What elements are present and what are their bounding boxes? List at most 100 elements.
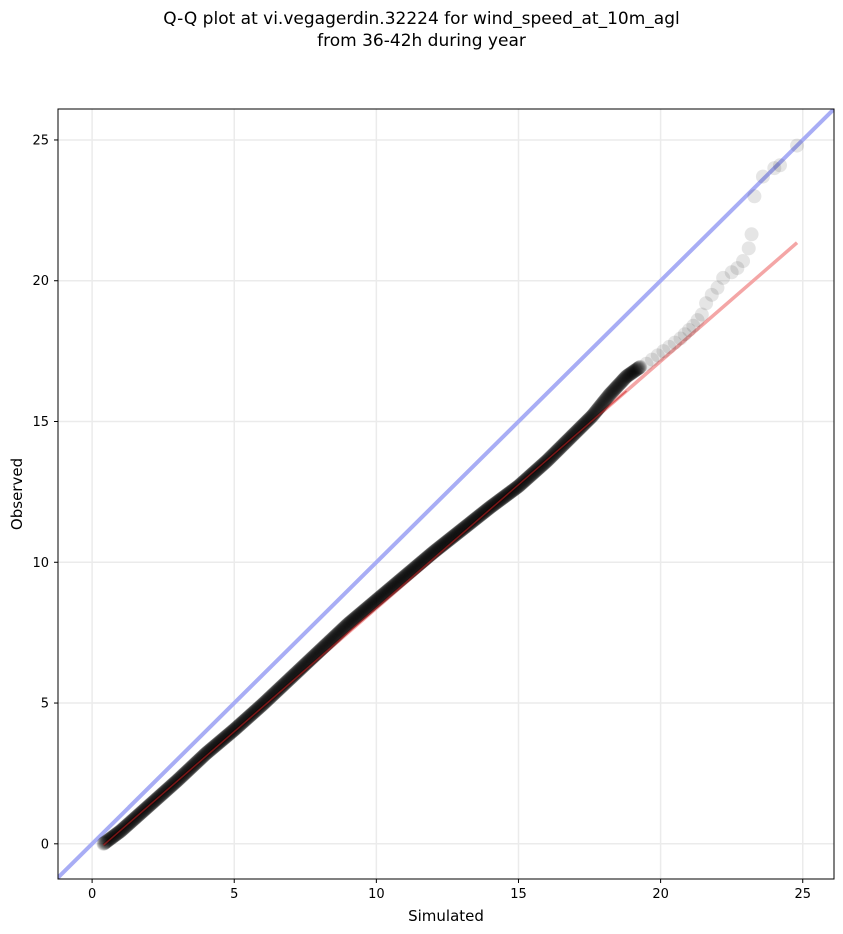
data-point: [266, 687, 281, 702]
data-point: [379, 584, 394, 599]
data-point: [186, 757, 201, 772]
data-point: [356, 604, 371, 619]
data-point: [347, 612, 362, 627]
data-point: [255, 697, 270, 712]
data-point: [563, 430, 578, 445]
data-point: [214, 733, 229, 748]
y-tick-label: 25: [32, 133, 49, 148]
data-point: [195, 750, 210, 765]
data-point: [267, 685, 282, 700]
data-point: [186, 758, 201, 773]
data-point: [617, 372, 632, 387]
data-point: [297, 658, 312, 673]
data-point: [380, 583, 395, 598]
data-point: [699, 296, 714, 311]
data-point: [364, 597, 379, 612]
data-point: [448, 527, 463, 542]
data-point: [480, 502, 495, 517]
data-point: [237, 713, 252, 728]
data-point: [330, 627, 345, 642]
data-point: [614, 375, 629, 390]
data-point: [581, 412, 596, 427]
data-point: [560, 433, 575, 448]
data-point: [234, 716, 249, 731]
data-point: [379, 584, 394, 599]
data-point: [464, 515, 479, 530]
data-point: [218, 730, 233, 745]
data-point: [667, 335, 682, 350]
data-point: [249, 703, 264, 718]
data-point: [98, 835, 113, 850]
data-point: [350, 609, 365, 624]
data-point: [281, 673, 296, 688]
data-point: [457, 521, 472, 536]
data-point: [599, 391, 614, 406]
data-point: [241, 710, 256, 725]
data-point: [360, 600, 375, 615]
data-point: [567, 426, 582, 441]
data-point: [569, 424, 584, 439]
data-point: [578, 415, 593, 430]
data-point: [263, 690, 278, 705]
data-point: [606, 383, 621, 398]
data-point: [229, 720, 244, 735]
data-point: [296, 659, 311, 674]
data-point: [240, 711, 255, 726]
data-point: [609, 380, 624, 395]
data-point: [269, 684, 284, 699]
data-point: [639, 356, 654, 371]
data-point: [469, 511, 484, 526]
data-point: [212, 735, 227, 750]
data-point: [230, 720, 245, 735]
data-point: [238, 713, 253, 728]
data-point: [280, 673, 295, 688]
data-point: [438, 535, 453, 550]
data-point: [239, 712, 254, 727]
data-point: [583, 410, 598, 425]
data-point: [673, 331, 688, 346]
data-point: [596, 395, 611, 410]
data-point: [605, 384, 620, 399]
x-tick-label: 10: [368, 887, 385, 902]
data-point: [573, 420, 588, 435]
data-point: [288, 666, 303, 681]
data-point: [329, 627, 344, 642]
data-point: [568, 425, 583, 440]
data-point: [208, 738, 223, 753]
data-point: [461, 517, 476, 532]
data-point: [451, 525, 466, 540]
data-point: [574, 419, 589, 434]
data-point: [287, 667, 302, 682]
data-point: [293, 662, 308, 677]
data-point: [587, 406, 602, 421]
data-point: [572, 422, 587, 437]
data-point: [462, 516, 477, 531]
data-point: [475, 506, 490, 521]
data-point: [210, 737, 225, 752]
data-point: [239, 711, 254, 726]
data-point: [328, 629, 343, 644]
data-point: [632, 360, 647, 375]
data-point: [513, 477, 528, 492]
data-point: [477, 504, 492, 519]
data-point: [188, 756, 203, 771]
data-point: [361, 600, 376, 615]
data-point: [623, 366, 638, 381]
data-point: [605, 384, 620, 399]
data-point: [367, 594, 382, 609]
data-point: [604, 385, 619, 400]
data-point: [439, 535, 453, 550]
data-point: [358, 602, 373, 617]
data-point: [194, 750, 209, 765]
data-point: [265, 688, 280, 703]
data-point: [295, 659, 310, 674]
data-point: [371, 591, 386, 606]
data-point: [189, 755, 204, 770]
data-point: [273, 680, 288, 695]
data-point: [204, 741, 219, 756]
data-point: [345, 613, 360, 628]
data-point: [267, 686, 282, 701]
data-point: [213, 734, 228, 749]
data-point: [211, 736, 226, 751]
data-point: [458, 519, 473, 534]
